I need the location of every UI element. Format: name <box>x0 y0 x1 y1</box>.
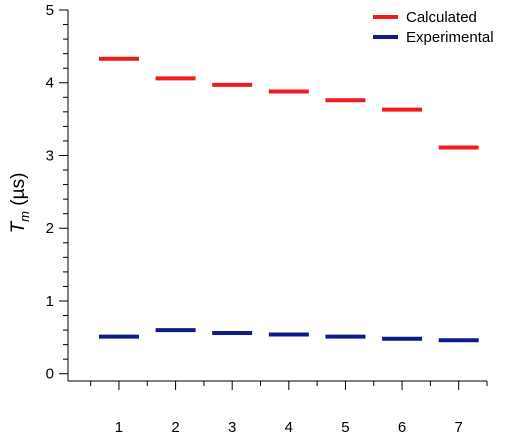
y-axis-symbol: T <box>8 220 29 233</box>
y-tick-label: 2 <box>46 220 54 237</box>
series-experimental <box>98 328 479 343</box>
y-tick-label: 5 <box>46 2 54 19</box>
x-tick-label: 6 <box>398 419 406 435</box>
y-axis-label: Tm (µs) <box>8 173 32 234</box>
y-tick-label: 3 <box>46 147 54 164</box>
y-axis-unit: (µs) <box>8 173 29 211</box>
y-tick-label: 0 <box>46 366 54 383</box>
x-tick-label: 7 <box>455 419 463 435</box>
legend-label: Calculated <box>406 9 477 26</box>
y-axis-subscript: m <box>17 211 32 222</box>
x-tick-label: 4 <box>285 419 293 435</box>
y-tick-label: 1 <box>46 293 54 310</box>
series-calculated <box>98 56 479 150</box>
legend-label: Experimental <box>406 29 494 46</box>
chart-axes: 0 1 2 3 4 5 1 2 3 4 5 6 7 <box>46 2 488 435</box>
chart-marks <box>98 56 479 343</box>
x-tick-label: 1 <box>115 419 123 435</box>
x-tick-label: 2 <box>171 419 179 435</box>
x-tick-label: 3 <box>228 419 236 435</box>
chart-legend: Calculated Experimental <box>373 9 494 46</box>
x-tick-label: 5 <box>341 419 349 435</box>
y-tick-label: 4 <box>46 75 54 92</box>
